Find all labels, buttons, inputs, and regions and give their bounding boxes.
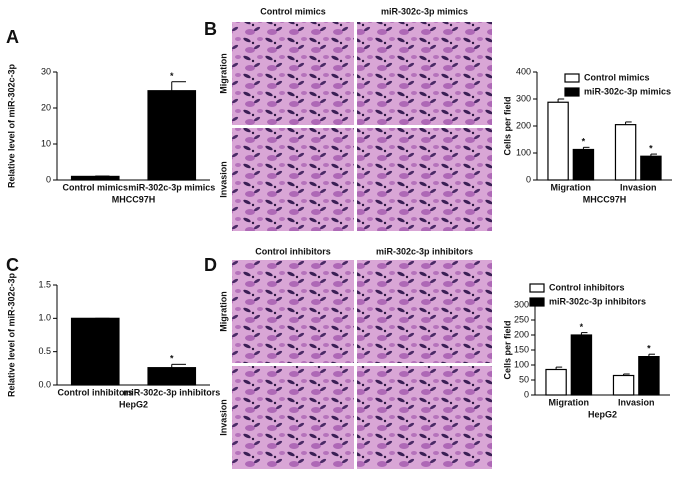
y-tick-label: 100 [516,147,531,157]
y-tick-label: 100 [514,359,529,369]
bar [147,367,197,386]
y-tick-label: 0 [526,174,531,184]
legend-swatch [564,87,580,97]
y-tick-label: 30 [41,66,51,76]
panel-label: C [6,255,19,275]
micrograph [232,22,354,125]
y-axis-label: Cells per field [502,96,512,155]
y-tick-label: 250 [514,314,529,324]
x-tick-label: Migration [551,182,592,192]
x-axis-label: HepG2 [588,409,617,419]
micrograph [232,128,354,231]
panel-label: B [204,19,217,39]
column-label: miR-302c-3p inhibitors [376,246,473,256]
micrograph [357,128,492,231]
legend-label: Control inhibitors [549,282,625,292]
micrograph [357,260,492,363]
legend-swatch [529,297,545,307]
y-axis-label: Cells per field [502,320,512,379]
column-label: miR-302c-3p mimics [381,6,468,16]
significance-mark: * [582,137,586,147]
legend-label: Control mimics [584,72,650,82]
x-tick-label: miR-302c-3p inhibitors [123,387,220,397]
panel-label: D [204,255,217,275]
y-tick-label: 200 [514,329,529,339]
bar [570,334,593,396]
y-tick-label: 20 [41,102,51,112]
x-axis-label: MHCC97H [583,194,627,204]
bar [545,368,567,396]
panel-label: A [6,27,19,47]
row-label: Invasion [218,399,228,436]
bar [640,155,662,181]
row-label: Migration [218,53,228,94]
row-label: Invasion [218,161,228,198]
significance-mark: * [649,143,653,153]
x-tick-label: miR-302c-3p mimics [128,182,215,192]
bar [572,148,595,181]
column-label: Control mimics [260,6,326,16]
row-label: Migration [218,291,228,332]
y-tick-label: 0.0 [38,379,51,389]
micrograph [357,22,492,125]
y-axis-label: Relative level of miR-302c-3p [6,63,16,188]
significance-mark: * [647,344,651,354]
legend-label: miR-302c-3p inhibitors [549,296,646,306]
legend-label: miR-302c-3p mimics [584,86,671,96]
legend-swatch [529,283,545,293]
significance-mark: * [580,322,584,332]
y-tick-label: 1.5 [38,279,51,289]
y-tick-label: 300 [514,299,529,309]
y-tick-label: 0 [46,174,51,184]
y-tick-label: 0 [524,389,529,399]
micrograph [232,260,354,363]
x-tick-label: Migration [549,397,590,407]
bar [70,175,120,181]
significance-mark: * [170,354,174,364]
y-tick-label: 1.0 [38,313,51,323]
micrograph [357,366,492,469]
y-tick-label: 300 [516,93,531,103]
column-label: Control inhibitors [255,246,331,256]
y-tick-label: 150 [514,344,529,354]
x-tick-label: Invasion [618,397,655,407]
y-tick-label: 200 [516,120,531,130]
legend-swatch [564,73,580,83]
x-tick-label: Control inhibitors [58,387,134,397]
y-tick-label: 0.5 [38,346,51,356]
x-tick-label: Invasion [620,182,657,192]
significance-mark: * [170,71,174,81]
x-axis-label: MHCC97H [112,194,156,204]
bar [638,356,660,396]
micrograph [232,366,354,469]
bar [70,317,120,386]
x-axis-label: HepG2 [119,399,148,409]
bar [147,90,197,181]
y-axis-label: Relative level of miR-302c-3p [6,272,16,397]
bar [612,374,635,396]
bar [547,101,569,181]
y-tick-label: 50 [519,374,529,384]
x-tick-label: Control mimics [62,182,128,192]
bar [614,124,637,181]
y-tick-label: 10 [41,138,51,148]
y-tick-label: 400 [516,66,531,76]
